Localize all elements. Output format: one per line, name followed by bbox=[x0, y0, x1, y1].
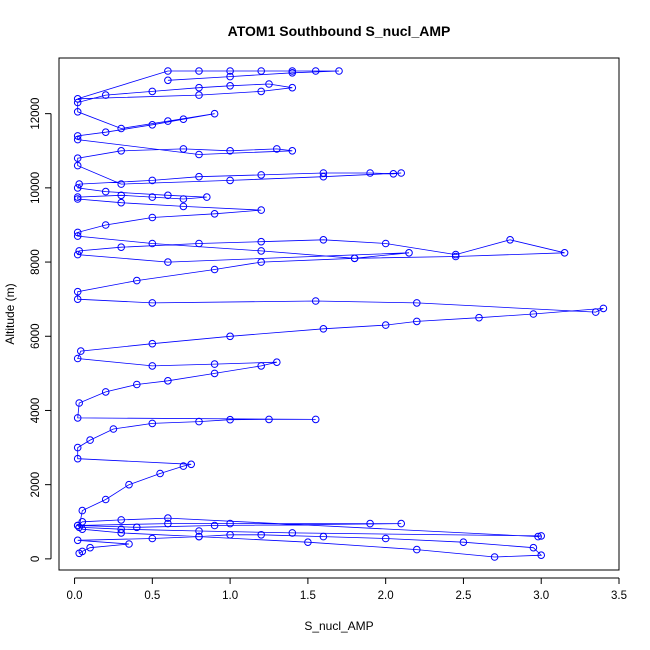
x-tick-label: 2.5 bbox=[455, 590, 471, 602]
y-tick-label: 8000 bbox=[30, 249, 42, 275]
x-axis: 0.0 0.5 1.0 1.5 2.0 2.5 3.0 3.5 bbox=[67, 578, 627, 602]
x-tick-label: 3.0 bbox=[533, 590, 549, 602]
x-tick-label: 1.0 bbox=[222, 590, 238, 602]
y-tick-label: 6000 bbox=[30, 323, 42, 349]
x-tick-label: 0.5 bbox=[144, 590, 160, 602]
data-points bbox=[74, 68, 606, 561]
chart-title: ATOM1 Southbound S_nucl_AMP bbox=[228, 23, 451, 39]
y-tick-label: 10000 bbox=[30, 172, 42, 204]
y-axis-label: Altitude (m) bbox=[3, 283, 17, 344]
x-tick-label: 0.0 bbox=[67, 590, 83, 602]
y-tick-label: 0 bbox=[30, 556, 42, 562]
x-tick-label: 3.5 bbox=[611, 590, 627, 602]
x-axis-label: S_nucl_AMP bbox=[304, 619, 373, 633]
x-tick-label: 1.5 bbox=[300, 590, 316, 602]
y-tick-label: 12000 bbox=[30, 98, 42, 130]
y-tick-label: 4000 bbox=[30, 398, 42, 424]
series-lines bbox=[78, 71, 604, 557]
y-tick-label: 2000 bbox=[30, 472, 42, 498]
y-axis: 0 2000 4000 6000 8000 10000 12000 bbox=[30, 98, 51, 562]
x-tick-label: 2.0 bbox=[378, 590, 394, 602]
series-line bbox=[78, 71, 604, 557]
